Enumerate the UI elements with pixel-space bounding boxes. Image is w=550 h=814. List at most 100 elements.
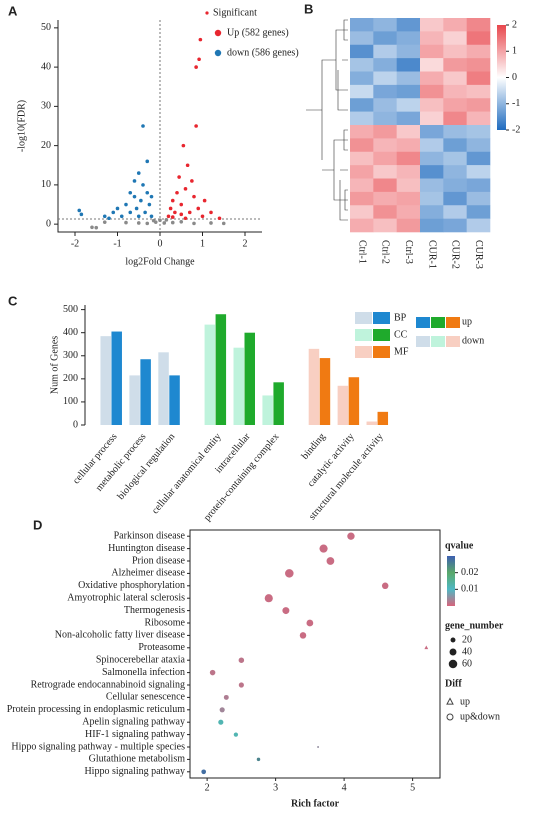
y-axis-label: -log10(FDR) — [16, 100, 27, 152]
point — [317, 746, 320, 748]
point — [209, 221, 213, 225]
heat-cell — [396, 125, 421, 139]
legend-title: gene_number — [445, 620, 504, 631]
y-tick-label: Alzheimer disease — [111, 568, 185, 579]
heat-cell — [373, 165, 397, 179]
heat-cell — [420, 191, 444, 206]
heat-cell — [396, 218, 421, 233]
heat-cell — [466, 44, 491, 59]
y-axis-label: Num of Genes — [49, 336, 60, 394]
column-label: Ctrl-1 — [356, 240, 367, 264]
y-tick-label: Glutathione metabolism — [89, 754, 186, 765]
y-tick-label: 0 — [46, 218, 51, 229]
point — [306, 619, 314, 627]
x-tick-label: 0 — [158, 238, 163, 249]
y-tick-label: Cellular senescence — [106, 692, 186, 703]
point — [197, 57, 201, 62]
heat-cell — [420, 125, 444, 139]
heat-cell — [396, 111, 421, 126]
heat-cell — [466, 71, 491, 86]
colorbar-label: 0 — [512, 72, 517, 83]
bar — [111, 331, 122, 425]
legend-label: down (586 genes) — [227, 47, 299, 58]
axis — [57, 20, 262, 233]
legend-swatch — [355, 312, 372, 324]
point — [145, 221, 150, 226]
legend-label: up&down — [460, 711, 500, 722]
point — [119, 214, 124, 219]
point — [162, 221, 167, 225]
legend-label: MF — [394, 346, 409, 357]
y-tick-label: Apelin signaling pathway — [82, 716, 185, 727]
bar — [262, 395, 273, 425]
point — [90, 225, 94, 230]
heat-cell — [373, 31, 397, 46]
legend-swatch — [373, 346, 390, 358]
heat-cell — [373, 218, 397, 233]
heat-cell — [443, 205, 467, 219]
legend-swatch — [373, 312, 390, 324]
x-tick-label: 2 — [205, 782, 210, 793]
point — [134, 206, 139, 211]
y-tick-label: Thermogenesis — [124, 605, 185, 616]
heat-cell — [420, 71, 444, 86]
heat-cell — [420, 98, 444, 112]
panel-label: A — [8, 3, 18, 18]
heat-cell — [443, 191, 467, 206]
heat-cell — [466, 218, 491, 233]
point — [94, 225, 99, 230]
heat-cell — [350, 151, 374, 166]
point — [219, 707, 225, 713]
y-tick-label: Retrograde endocannabinoid signaling — [31, 679, 185, 690]
heat-cell — [373, 125, 397, 139]
column-label: CUR-3 — [473, 240, 484, 269]
point — [145, 190, 150, 195]
point — [192, 221, 196, 226]
heat-cell — [466, 191, 491, 206]
legend-label: 60 — [462, 658, 472, 669]
point — [128, 190, 133, 195]
heat-cell — [396, 178, 421, 193]
legend-marker — [214, 29, 222, 37]
point — [143, 210, 147, 215]
point — [132, 194, 137, 199]
point — [102, 214, 107, 219]
point — [124, 220, 128, 225]
heat-cell — [443, 18, 467, 32]
heat-cell — [443, 165, 467, 179]
y-tick-label: Hippo signaling pathway — [84, 766, 185, 777]
heat-cell — [443, 178, 467, 193]
point — [299, 632, 307, 639]
point — [221, 221, 226, 226]
heat-cell — [466, 125, 491, 139]
x-tick-label: 5 — [410, 782, 415, 793]
point — [187, 210, 192, 215]
legend-swatch — [373, 329, 390, 341]
point — [183, 216, 188, 221]
heat-cell — [350, 165, 374, 179]
legend-label: 40 — [462, 646, 472, 657]
point — [179, 212, 184, 217]
y-tick-label: Ribosome — [144, 617, 185, 628]
point — [151, 218, 156, 223]
y-tick-label: Prion disease — [132, 555, 186, 566]
point — [194, 65, 198, 69]
heat-cell — [396, 205, 421, 219]
heat-cell — [350, 71, 374, 86]
bar — [377, 411, 389, 425]
point — [347, 532, 355, 540]
bar — [129, 375, 140, 425]
point — [128, 210, 133, 215]
heat-cell — [443, 98, 467, 112]
heat-cell — [396, 18, 421, 32]
heat-cell — [350, 218, 374, 233]
heat-cell — [350, 138, 374, 153]
legend-marker — [205, 11, 209, 15]
heat-cell — [443, 218, 467, 233]
y-tick-label: 30 — [41, 101, 51, 112]
heat-cell — [350, 31, 374, 46]
bar — [215, 314, 227, 425]
heat-cell — [443, 151, 467, 166]
point — [170, 220, 175, 225]
